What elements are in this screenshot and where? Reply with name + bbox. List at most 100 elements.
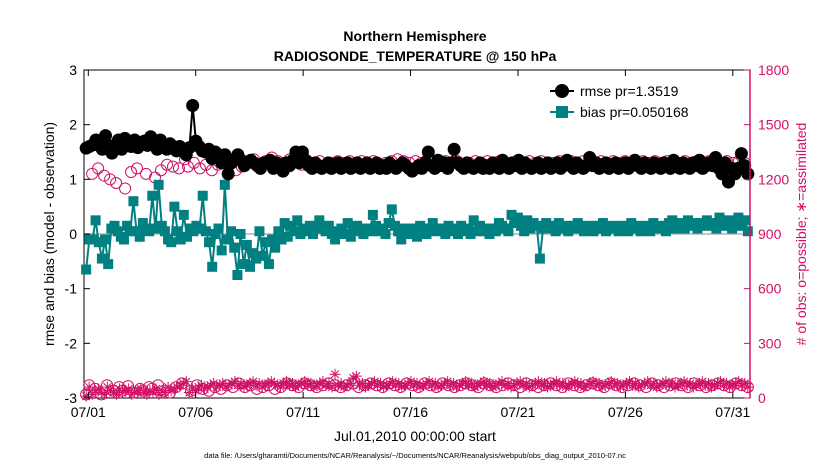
bias-point	[122, 220, 133, 231]
bias-point	[560, 220, 571, 231]
bias-point	[471, 226, 482, 237]
bias-point	[437, 223, 448, 234]
bias-point	[449, 223, 460, 234]
bias-point	[345, 231, 356, 242]
rmse-point	[709, 150, 723, 164]
bias-point	[301, 226, 312, 237]
asterisk-stroke	[124, 384, 133, 394]
bias-point	[443, 220, 454, 231]
obs-possible-point	[131, 162, 144, 175]
x-tick-label: 07/11	[286, 404, 320, 420]
bias-point	[440, 229, 451, 239]
bias-point	[216, 245, 227, 256]
bias-point	[396, 234, 407, 245]
bias-point	[147, 190, 158, 201]
obs-possible-point	[166, 160, 179, 173]
bias-point	[490, 226, 501, 237]
bias-point	[244, 261, 255, 272]
bias-point	[285, 220, 296, 231]
bias-point	[572, 218, 583, 229]
obs-possible-point	[125, 166, 138, 179]
bias-point	[462, 223, 473, 234]
bias-point	[626, 218, 637, 229]
legend-marker-rmse	[555, 84, 569, 98]
bias-point	[484, 229, 495, 239]
obs-possible-point	[92, 162, 105, 175]
bias-point	[175, 234, 186, 245]
y2-tick-label: 0	[758, 390, 766, 406]
data-file-footnote: data file: /Users/gharamti/Documents/NCA…	[204, 451, 626, 460]
bias-point	[320, 226, 331, 237]
bias-point	[550, 226, 561, 237]
axes: 07/01 07/06 07/11 07/16 07/21 07/26 07/31 -3 -2 -…	[65, 62, 790, 420]
y-axis-label: rmse and bias (model - observation)	[41, 122, 57, 346]
bias-point	[512, 212, 523, 223]
bias-point	[742, 226, 753, 237]
bias-point	[456, 220, 467, 231]
bias-point	[144, 226, 155, 237]
bias-point	[405, 229, 416, 239]
bias-point	[276, 234, 287, 245]
chart-title: Northern Hemisphere	[343, 28, 486, 44]
bias-point	[226, 226, 237, 237]
obs-possible-point	[172, 162, 185, 175]
obs-assimilated-point	[329, 368, 341, 380]
bias-point	[219, 179, 230, 190]
bias-series	[81, 179, 753, 280]
bias-point	[292, 215, 303, 226]
y2-axis-label: # of obs: o=possible; ∗=assimilated	[793, 123, 809, 346]
asterisk-stroke	[182, 377, 191, 386]
bias-point	[308, 229, 319, 239]
bias-point	[238, 259, 249, 270]
bias-point	[87, 234, 98, 245]
bias-point	[739, 215, 750, 226]
bias-point	[330, 234, 341, 245]
rmse-point	[99, 129, 113, 143]
obs-possible-point	[193, 162, 206, 175]
bias-point	[210, 229, 221, 239]
asterisk-stroke	[330, 370, 340, 379]
bias-point	[553, 218, 564, 229]
y2-tick-label: 900	[758, 226, 782, 242]
bias-point	[251, 253, 262, 264]
rmse-point	[741, 167, 755, 181]
bias-point	[733, 212, 744, 223]
bias-point	[358, 229, 369, 239]
rmse-point	[734, 147, 748, 161]
bias-point	[222, 234, 233, 245]
bias-point	[588, 226, 599, 237]
legend-marker-bias	[556, 106, 568, 118]
bias-point	[352, 220, 363, 231]
bias-point	[720, 220, 731, 231]
y-tick-label: -3	[65, 390, 78, 406]
bias-point	[254, 226, 265, 237]
x-tick-label: 07/06	[178, 404, 213, 420]
y-tick-label: 3	[69, 62, 77, 78]
bias-point	[118, 234, 129, 245]
bias-point	[112, 226, 123, 237]
y-tick-label: 2	[69, 117, 77, 133]
bias-point	[232, 270, 243, 280]
y-tick-label: -1	[65, 281, 78, 297]
bias-point	[525, 223, 536, 234]
bias-point	[708, 218, 719, 229]
legend: rmse pr=1.3519 bias pr=0.050168	[550, 83, 689, 120]
y-tick-label: -2	[65, 335, 78, 351]
bias-point	[465, 229, 476, 239]
bias-point	[418, 223, 429, 234]
y2-tick-label: 1800	[758, 62, 789, 78]
bias-point	[412, 231, 422, 242]
bias-point	[531, 220, 542, 231]
bias-point	[109, 220, 120, 231]
bias-point	[263, 259, 274, 270]
bias-point	[519, 226, 530, 237]
bias-point	[323, 220, 334, 231]
bias-point	[326, 229, 337, 239]
bias-point	[181, 231, 192, 242]
bias-point	[468, 215, 479, 226]
bias-point	[579, 226, 590, 237]
bias-point	[711, 223, 722, 234]
asterisk-stroke	[151, 384, 161, 394]
bias-point	[613, 226, 624, 237]
obs-possible-point	[110, 176, 123, 189]
